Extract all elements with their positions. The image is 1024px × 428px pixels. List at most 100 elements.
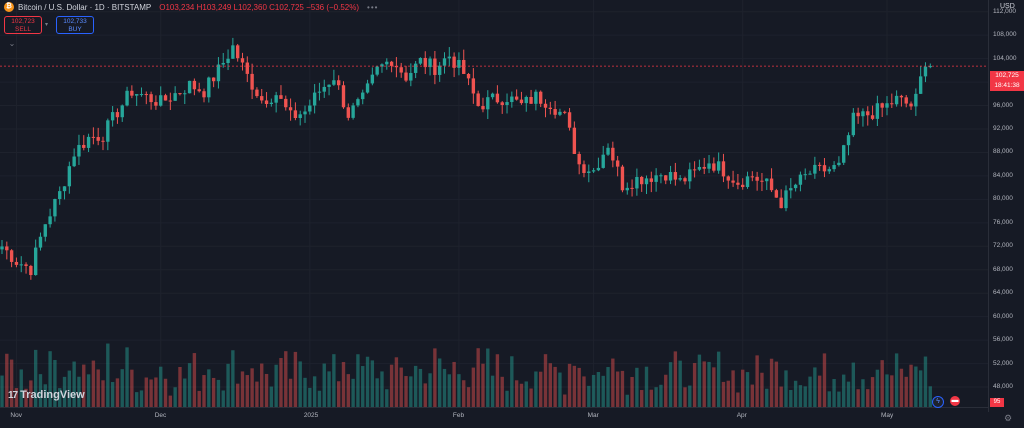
change-value: −536 (−0.52%) <box>306 2 360 12</box>
price-tick-label: 112,000 <box>993 7 1017 15</box>
candle-body <box>745 176 750 188</box>
volume-bar <box>303 377 307 407</box>
buy-label: BUY <box>68 26 82 33</box>
volume-bar <box>914 366 918 407</box>
price-tick-label: 92,000 <box>993 125 1013 133</box>
candle-body <box>837 162 841 166</box>
settings-icon[interactable]: ⚙ <box>1004 413 1013 423</box>
volume-bar <box>9 359 14 407</box>
candle-body <box>274 95 278 103</box>
volume-bar <box>582 376 586 407</box>
candle-body <box>707 163 711 169</box>
candle-body <box>447 56 451 59</box>
tradingview-mark-icon: 17 <box>8 389 18 401</box>
candle-body <box>625 187 629 191</box>
volume-bar <box>365 356 370 407</box>
candle-body <box>644 178 649 185</box>
candle-body <box>601 154 605 168</box>
volume-bar <box>91 360 96 407</box>
candle-body <box>197 89 201 92</box>
candle-body <box>380 64 384 67</box>
volume-bar <box>644 366 649 407</box>
candle-body <box>149 94 153 103</box>
volume-value-badge: 95 <box>990 398 1004 407</box>
time-axis[interactable]: Nov Dec 2025 Feb Mar Apr May <box>0 407 988 428</box>
candle-body <box>279 95 283 99</box>
candle-body <box>173 93 177 101</box>
volume-bar <box>904 376 908 407</box>
volume-bar <box>664 374 668 407</box>
candle-body <box>712 163 716 171</box>
candle-body <box>399 67 403 73</box>
candle-body <box>481 106 485 110</box>
currency-label[interactable]: USD <box>1000 3 1015 10</box>
volume-bar <box>418 368 423 407</box>
ohlc-readout: O103,234 H103,249 L102,360 C102,725 −536… <box>159 3 359 12</box>
candle-body <box>630 187 634 189</box>
candle-body <box>125 90 129 106</box>
flag-icon[interactable]: ▬ <box>950 396 960 406</box>
volume-bar <box>928 386 932 407</box>
volume-bar <box>476 348 480 407</box>
volume-bar <box>144 377 148 407</box>
candle-body <box>134 94 139 96</box>
candle-body <box>476 93 480 107</box>
candle-body <box>269 102 274 104</box>
volume-bar <box>611 358 615 407</box>
candle-body <box>923 66 928 77</box>
buy-button[interactable]: 102,733 BUY <box>56 16 94 34</box>
volume-bar <box>67 370 72 407</box>
collapse-chevron-icon[interactable]: ⌄ <box>8 39 16 48</box>
candle-body <box>389 61 394 66</box>
price-tick-label: 64,000 <box>993 289 1013 297</box>
candle-body <box>442 58 447 66</box>
candle-body <box>640 176 644 185</box>
price-tick-label: 48,000 <box>993 383 1013 391</box>
candle-body <box>5 246 9 251</box>
candle-body <box>683 178 687 182</box>
price-tick-label: 108,000 <box>993 31 1017 39</box>
volume-bar <box>361 366 365 407</box>
candle-body <box>120 105 124 118</box>
volume-bar <box>86 374 91 407</box>
volume-bar <box>115 378 120 407</box>
volume-bar <box>601 375 605 407</box>
candle-body <box>894 95 899 105</box>
more-options-icon[interactable]: ••• <box>367 2 379 12</box>
volume-bar <box>692 363 697 407</box>
candle-body <box>750 176 755 178</box>
candle-body <box>567 112 572 128</box>
lightning-icon[interactable]: ϟ <box>932 396 944 408</box>
candle-body <box>86 136 91 148</box>
sell-button[interactable]: 102,723 SELL <box>4 16 42 34</box>
volume-bar <box>596 372 601 407</box>
volume-bar <box>389 364 394 407</box>
volume-bar <box>827 391 831 407</box>
volume-bar <box>211 377 216 407</box>
price-axis[interactable]: 68,000 72,000 76,000 80,000 84,000 88,000 92,0… <box>988 0 1024 412</box>
candle-body <box>678 178 682 180</box>
candle-body <box>351 105 355 118</box>
volume-bar <box>130 369 134 407</box>
high-value: H103,249 <box>196 2 232 12</box>
price-tick-label: 96,000 <box>993 101 1013 109</box>
candle-body <box>596 167 601 171</box>
candle-body <box>106 120 110 142</box>
volume-bar <box>317 390 322 407</box>
volume-bar <box>683 387 687 407</box>
price-tick-label: 104,000 <box>993 54 1017 62</box>
candle-body <box>673 172 678 180</box>
current-price-badge: 102,725 18:41:38 <box>990 71 1024 91</box>
candlestick-chart[interactable] <box>0 0 988 412</box>
volume-bar <box>721 381 726 407</box>
price-tick-label: 60,000 <box>993 312 1013 320</box>
time-tick-label: May <box>880 412 894 419</box>
candle-body <box>409 72 413 81</box>
candle-body <box>235 45 240 59</box>
symbol-title[interactable]: Bitcoin / U.S. Dollar · 1D · BITSTAMP <box>18 2 152 12</box>
chart-area[interactable] <box>0 0 988 412</box>
volume-bar <box>875 369 880 407</box>
volume-bar <box>221 390 225 407</box>
candle-body <box>19 264 23 266</box>
volume-bar <box>514 380 519 407</box>
